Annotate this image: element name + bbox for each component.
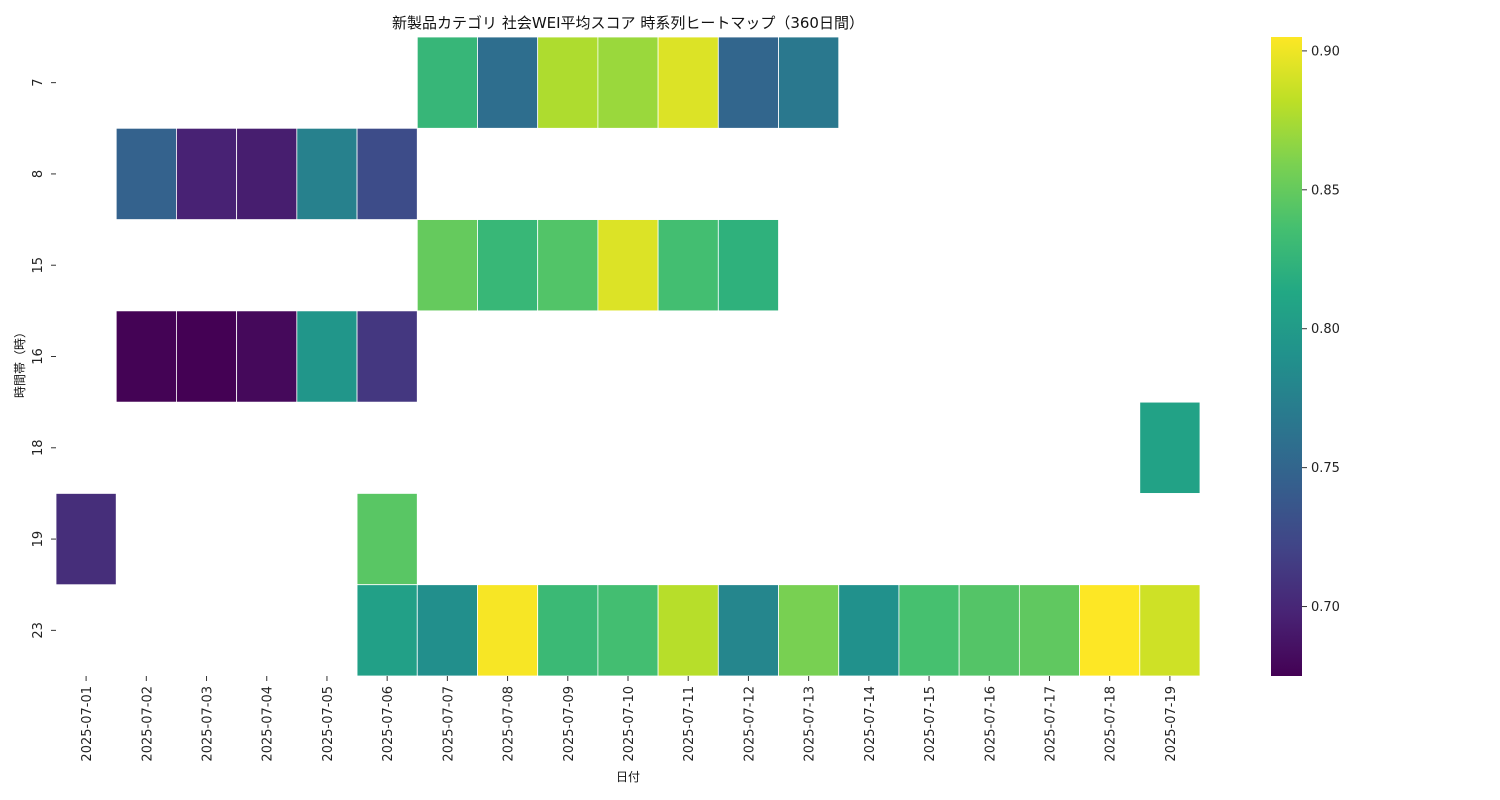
- colorbar-tick-label: 0.70: [1311, 600, 1340, 615]
- y-axis-label: 時間帯（時）: [13, 326, 27, 398]
- heatmap-cells: [55, 36, 1201, 677]
- y-tick-label: 18: [31, 440, 46, 457]
- y-tick-label: 8: [31, 170, 46, 178]
- heatmap-cell: [597, 584, 659, 677]
- heatmap-cell: [176, 127, 238, 220]
- heatmap-cell: [356, 493, 418, 586]
- heatmap-cell: [1139, 584, 1201, 677]
- x-tick-label: 2025-07-17: [1043, 686, 1058, 762]
- heatmap-cell: [115, 127, 177, 220]
- heatmap-cell: [236, 310, 298, 403]
- heatmap-cell: [1079, 584, 1141, 677]
- colorbar-tick-label: 0.75: [1311, 461, 1340, 476]
- colorbar: [1271, 37, 1302, 676]
- heatmap-cell: [477, 584, 539, 677]
- chart-title: 新製品カテゴリ 社会WEI平均スコア 時系列ヒートマップ（360日間）: [392, 14, 864, 32]
- colorbar-tick-label: 0.85: [1311, 183, 1340, 198]
- heatmap-cell: [176, 310, 238, 403]
- heatmap-cell: [296, 127, 358, 220]
- x-tick-label: 2025-07-19: [1164, 686, 1179, 762]
- x-tick-label: 2025-07-12: [742, 686, 757, 762]
- heatmap-cell: [597, 36, 659, 129]
- heatmap-cell: [1018, 584, 1080, 677]
- x-tick-label: 2025-07-07: [441, 686, 456, 762]
- x-tick-label: 2025-07-18: [1104, 686, 1119, 762]
- heatmap-cell: [958, 584, 1020, 677]
- heatmap-cell: [416, 584, 478, 677]
- heatmap-cell: [115, 310, 177, 403]
- y-tick-label: 23: [31, 622, 46, 639]
- x-axis-ticks: 2025-07-01 2025-07-02 2025-07-03 2025-07-04…: [80, 676, 1179, 762]
- x-tick-label: 2025-07-04: [261, 686, 276, 762]
- heatmap-cell: [416, 219, 478, 312]
- y-tick-label: 19: [31, 531, 46, 548]
- heatmap-cell: [657, 36, 719, 129]
- heatmap-cell: [597, 219, 659, 312]
- heatmap-cell: [537, 36, 599, 129]
- heatmap-cell: [477, 36, 539, 129]
- y-tick-label: 7: [31, 79, 46, 87]
- heatmap-cell: [356, 310, 418, 403]
- colorbar-tick-label: 0.80: [1311, 322, 1340, 337]
- colorbar-ticks: 0.70 0.75 0.80 0.85 0.90: [1302, 44, 1340, 615]
- x-tick-label: 2025-07-15: [923, 686, 938, 762]
- x-axis-label: 日付: [616, 770, 640, 784]
- y-axis-ticks: 7 8 15 16 18 19 23: [31, 79, 56, 639]
- x-tick-label: 2025-07-14: [863, 686, 878, 762]
- heatmap-cell: [657, 219, 719, 312]
- heatmap-cell: [236, 127, 298, 220]
- x-tick-label: 2025-07-02: [140, 686, 155, 762]
- heatmap-cell: [717, 584, 779, 677]
- heatmap-cell: [356, 584, 418, 677]
- heatmap-cell: [898, 584, 960, 677]
- heatmap-cell: [537, 584, 599, 677]
- y-tick-label: 15: [31, 257, 46, 274]
- heatmap-cell: [778, 36, 840, 129]
- heatmap-cell: [537, 219, 599, 312]
- x-tick-label: 2025-07-06: [381, 686, 396, 762]
- heatmap-cell: [838, 584, 900, 677]
- heatmap-cell: [717, 36, 779, 129]
- x-tick-label: 2025-07-11: [682, 686, 697, 762]
- x-tick-label: 2025-07-16: [983, 686, 998, 762]
- heatmap-cell: [296, 310, 358, 403]
- x-tick-label: 2025-07-01: [80, 686, 95, 762]
- heatmap-cell: [477, 219, 539, 312]
- colorbar-tick-label: 0.90: [1311, 44, 1340, 59]
- x-tick-label: 2025-07-08: [502, 686, 517, 762]
- x-tick-label: 2025-07-13: [803, 686, 818, 762]
- heatmap-cell: [356, 127, 418, 220]
- heatmap-cell: [717, 219, 779, 312]
- heatmap-cell: [416, 36, 478, 129]
- x-tick-label: 2025-07-10: [622, 686, 637, 762]
- x-tick-label: 2025-07-05: [321, 686, 336, 762]
- x-tick-label: 2025-07-09: [562, 686, 577, 762]
- x-tick-label: 2025-07-03: [201, 686, 216, 762]
- heatmap-cell: [778, 584, 840, 677]
- y-tick-label: 16: [31, 348, 46, 365]
- heatmap-cell: [55, 493, 117, 586]
- heatmap-cell: [1139, 401, 1201, 494]
- heatmap-cell: [657, 584, 719, 677]
